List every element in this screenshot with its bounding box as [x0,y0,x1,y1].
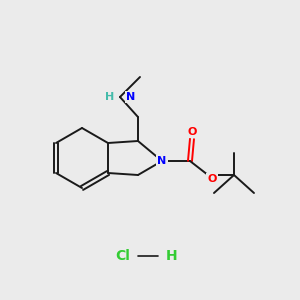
Text: O: O [187,127,197,137]
Text: H: H [166,249,178,263]
Text: N: N [126,92,135,102]
Text: N: N [158,156,166,166]
Text: H: H [105,92,114,102]
Text: Cl: Cl [115,249,130,263]
Text: O: O [207,174,217,184]
